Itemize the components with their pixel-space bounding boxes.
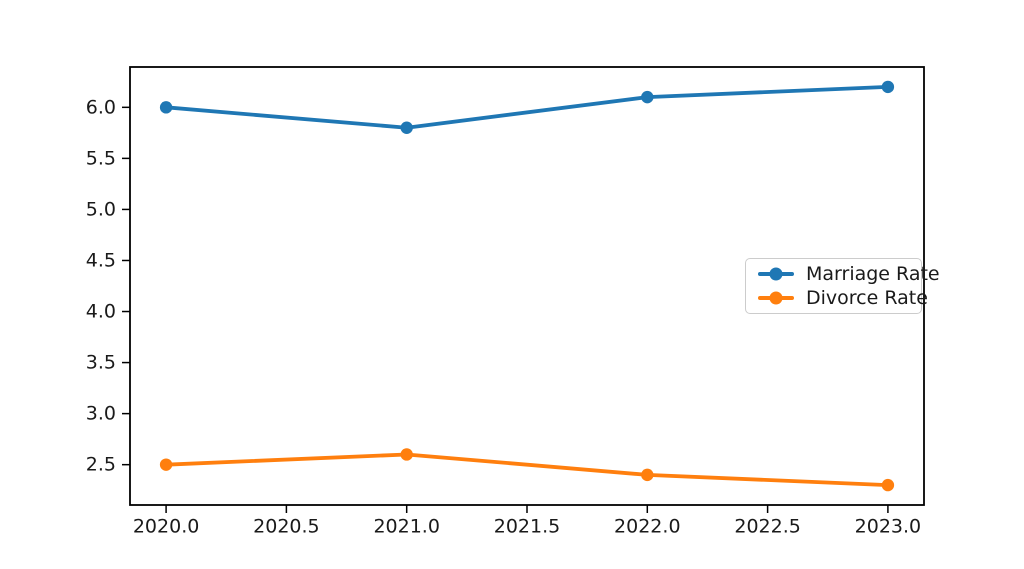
marriage-rate-marker (881, 80, 895, 94)
divorce-rate-marker (641, 468, 654, 482)
divorce-rate-marker (159, 458, 173, 471)
y-tick-label: 5.0 (86, 198, 116, 220)
x-tick-label: 2022.5 (734, 516, 800, 538)
y-tick-label: 4.0 (86, 301, 116, 323)
divorce-rate-line (166, 452, 888, 487)
marriage-rate-marker (400, 121, 413, 134)
x-tick-label: 2021.5 (494, 516, 560, 538)
legend-item-divorce-rate: Divorce Rate (758, 287, 928, 309)
y-tick-label: 3.5 (86, 352, 116, 374)
legend-label-divorce-rate: Divorce Rate (806, 287, 928, 309)
y-tick-label: 4.5 (86, 249, 116, 271)
divorce-rate-marker (881, 478, 895, 492)
legend-item-marriage-rate: Marriage Rate (758, 263, 940, 285)
marriage-rate-line (165, 85, 888, 130)
marriage-rate-marker (159, 101, 173, 114)
x-tick-label: 2021.0 (373, 516, 439, 538)
y-tick-label: 5.5 (86, 147, 116, 169)
y-tick-label: 2.5 (86, 454, 116, 476)
divorce-rate-line-marker-icon (758, 291, 794, 305)
y-tick-label: 3.0 (86, 403, 116, 425)
x-tick-label: 2020.5 (253, 516, 319, 538)
x-tick-label: 2020.0 (133, 516, 199, 538)
x-tick-label: 2022.0 (614, 516, 680, 538)
divorce-rate-marker (400, 448, 413, 461)
legend-label-marriage-rate: Marriage Rate (806, 263, 940, 285)
legend: Marriage Rate Divorce Rate (745, 258, 940, 314)
marriage-rate-line-marker-icon (758, 267, 794, 281)
y-tick-label: 6.0 (86, 96, 116, 118)
x-tick-label: 2023.0 (855, 516, 921, 538)
axes-border (129, 66, 925, 506)
marriage-rate-marker (641, 90, 654, 104)
